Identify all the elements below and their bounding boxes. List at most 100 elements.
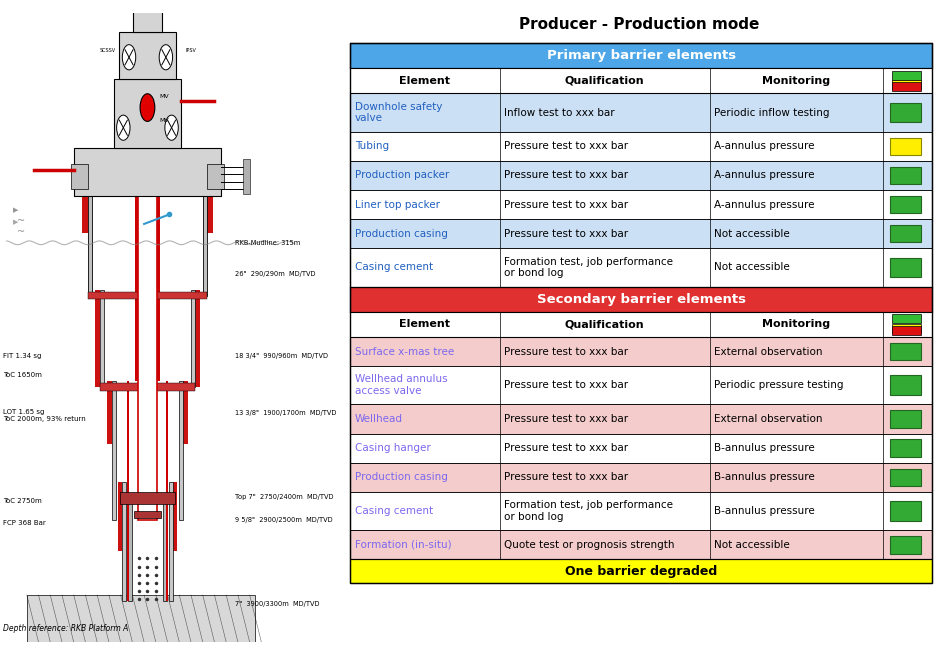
Text: RKB-Mudline: 315m: RKB-Mudline: 315m	[234, 240, 300, 246]
Circle shape	[140, 94, 155, 121]
Text: Producer - Production mode: Producer - Production mode	[519, 17, 760, 32]
Text: Primary barrier elements: Primary barrier elements	[547, 49, 735, 62]
Bar	[118, 482, 122, 551]
Text: Not accessible: Not accessible	[714, 262, 789, 273]
Bar	[892, 82, 921, 91]
Text: ▶: ▶	[13, 208, 19, 214]
Bar	[350, 559, 932, 583]
Text: ~: ~	[17, 216, 25, 226]
Text: Pressure test to xxx bar: Pressure test to xxx bar	[504, 170, 628, 181]
Text: Pressure test to xxx bar: Pressure test to xxx bar	[504, 414, 628, 424]
Bar	[94, 290, 100, 387]
Circle shape	[117, 115, 130, 140]
Bar	[350, 43, 932, 68]
Text: ~: ~	[17, 226, 25, 236]
Bar	[174, 482, 177, 551]
Text: Inflow test to xxx bar: Inflow test to xxx bar	[504, 107, 615, 118]
Text: A-annulus pressure: A-annulus pressure	[714, 199, 815, 210]
Text: Monitoring: Monitoring	[763, 319, 831, 330]
Text: Downhole safety
valve: Downhole safety valve	[355, 102, 442, 123]
Bar	[100, 383, 195, 391]
Bar	[191, 290, 195, 387]
Text: Production casing: Production casing	[355, 228, 447, 239]
Bar	[350, 312, 932, 337]
Text: Pressure test to xxx bar: Pressure test to xxx bar	[504, 443, 628, 453]
Text: Depth reference: RKB Platform A: Depth reference: RKB Platform A	[4, 624, 128, 633]
Bar	[350, 434, 932, 463]
Text: 13 3/8"  1900/1700m  MD/TVD: 13 3/8" 1900/1700m MD/TVD	[234, 410, 336, 416]
Text: Tubing: Tubing	[355, 141, 389, 152]
Bar	[120, 493, 176, 504]
Text: A-annulus pressure: A-annulus pressure	[714, 170, 815, 181]
Bar	[350, 530, 932, 559]
Text: LOT 1.65 sg
ToC 2000m, 93% return: LOT 1.65 sg ToC 2000m, 93% return	[4, 409, 86, 422]
Text: 26"  290/290m  MD/TVD: 26" 290/290m MD/TVD	[234, 271, 315, 277]
Bar	[890, 103, 920, 122]
Bar	[133, 10, 161, 32]
Bar	[890, 138, 920, 155]
Text: FCP 368 Bar: FCP 368 Bar	[4, 520, 46, 526]
Text: Production packer: Production packer	[355, 170, 448, 181]
Bar	[165, 381, 168, 601]
Text: Pressure test to xxx bar: Pressure test to xxx bar	[504, 380, 628, 391]
Text: 7"  3900/3300m  MD/TVD: 7" 3900/3300m MD/TVD	[234, 601, 319, 608]
Bar	[179, 381, 183, 520]
Bar	[128, 500, 132, 601]
Bar	[107, 381, 111, 444]
Bar	[892, 71, 921, 79]
Text: Liner top packer: Liner top packer	[355, 199, 440, 210]
Text: Casing hanger: Casing hanger	[355, 443, 430, 453]
Bar	[350, 366, 932, 404]
Bar	[350, 248, 932, 287]
Bar	[135, 148, 138, 381]
Text: Not accessible: Not accessible	[714, 228, 789, 239]
Circle shape	[160, 44, 173, 70]
Bar	[350, 492, 932, 530]
Bar	[350, 93, 932, 287]
Bar	[892, 326, 921, 335]
Text: Pressure test to xxx bar: Pressure test to xxx bar	[504, 141, 628, 152]
Bar	[890, 469, 920, 486]
Bar	[890, 343, 920, 360]
Text: ToC 2750m: ToC 2750m	[4, 498, 42, 504]
Bar	[350, 68, 932, 93]
Text: 9 5/8"  2900/2500m  MD/TVD: 9 5/8" 2900/2500m MD/TVD	[234, 516, 332, 522]
Text: Pressure test to xxx bar: Pressure test to xxx bar	[504, 346, 628, 357]
Bar	[350, 93, 932, 132]
Bar	[892, 80, 921, 89]
Text: External observation: External observation	[714, 346, 822, 357]
Bar	[890, 375, 920, 395]
Bar	[890, 167, 920, 184]
Bar	[72, 164, 88, 189]
Bar	[114, 79, 181, 148]
Bar	[350, 337, 932, 366]
Bar	[350, 337, 932, 559]
Bar	[890, 501, 920, 521]
Text: Pressure test to xxx bar: Pressure test to xxx bar	[504, 228, 628, 239]
Text: B-annulus pressure: B-annulus pressure	[714, 443, 815, 453]
Text: IPSV: IPSV	[186, 48, 196, 54]
Bar	[134, 510, 161, 518]
Bar	[126, 381, 129, 601]
Text: Wellhead annulus
access valve: Wellhead annulus access valve	[355, 375, 447, 396]
Bar	[88, 292, 207, 299]
Bar	[88, 196, 93, 296]
Text: Casing cement: Casing cement	[355, 262, 432, 273]
Bar	[26, 595, 255, 642]
Bar	[892, 324, 921, 333]
Bar	[203, 196, 207, 296]
Text: Qualification: Qualification	[565, 319, 645, 330]
Text: B-annulus pressure: B-annulus pressure	[714, 506, 815, 516]
Text: Periodic inflow testing: Periodic inflow testing	[714, 107, 830, 118]
Bar	[82, 196, 88, 234]
Text: Formation test, job performance
or bond log: Formation test, job performance or bond …	[504, 500, 673, 522]
Text: ▶: ▶	[13, 219, 19, 225]
Bar	[890, 536, 920, 553]
Bar	[111, 381, 115, 520]
Text: MV: MV	[160, 118, 169, 122]
Text: Qualification: Qualification	[565, 75, 645, 86]
Circle shape	[123, 44, 136, 70]
Bar	[890, 410, 920, 428]
Bar	[892, 314, 921, 323]
Text: Casing cement: Casing cement	[355, 506, 432, 516]
